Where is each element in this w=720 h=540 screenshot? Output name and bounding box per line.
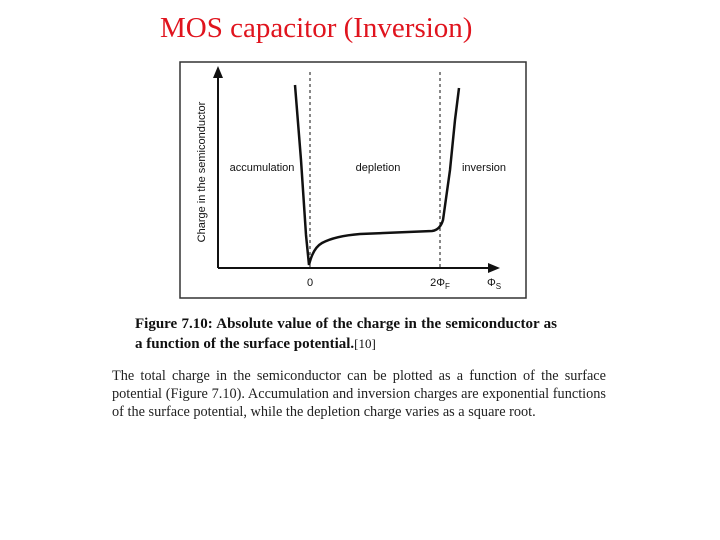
region-label: inversion [462,162,506,174]
y-axis-label: Charge in the semiconductor [196,101,208,242]
figure-caption: Figure 7.10: Absolute value of the charg… [135,314,557,354]
caption-text: : Absolute value of the charge in the se… [135,316,557,352]
x-label-main: Φ [487,277,496,289]
charge-curve [293,84,461,266]
x-arrow [488,263,500,273]
body-paragraph: The total charge in the semiconductor ca… [112,368,606,420]
region-label: accumulation [230,162,295,174]
region-label: depletion [356,162,401,174]
x-label: 0 [307,277,313,289]
figure-frame [179,61,527,299]
y-arrow [213,66,223,78]
x-label: 2ΦF [430,277,450,291]
x-label-main: 0 [307,277,313,289]
x-label: ΦS [487,277,501,291]
x-label-sub: F [445,282,450,291]
x-label-sub: S [496,282,501,291]
caption-label: Figure 7.10 [135,316,208,332]
caption-ref: [10] [354,336,376,351]
slide-title: MOS capacitor (Inversion) [160,12,473,44]
x-label-main: 2Φ [430,277,445,289]
